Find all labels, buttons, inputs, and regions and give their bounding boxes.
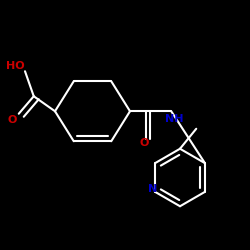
- Text: O: O: [7, 115, 17, 125]
- Text: O: O: [140, 138, 149, 147]
- Text: HO: HO: [6, 61, 25, 71]
- Text: N: N: [148, 184, 157, 194]
- Text: NH: NH: [164, 114, 183, 124]
